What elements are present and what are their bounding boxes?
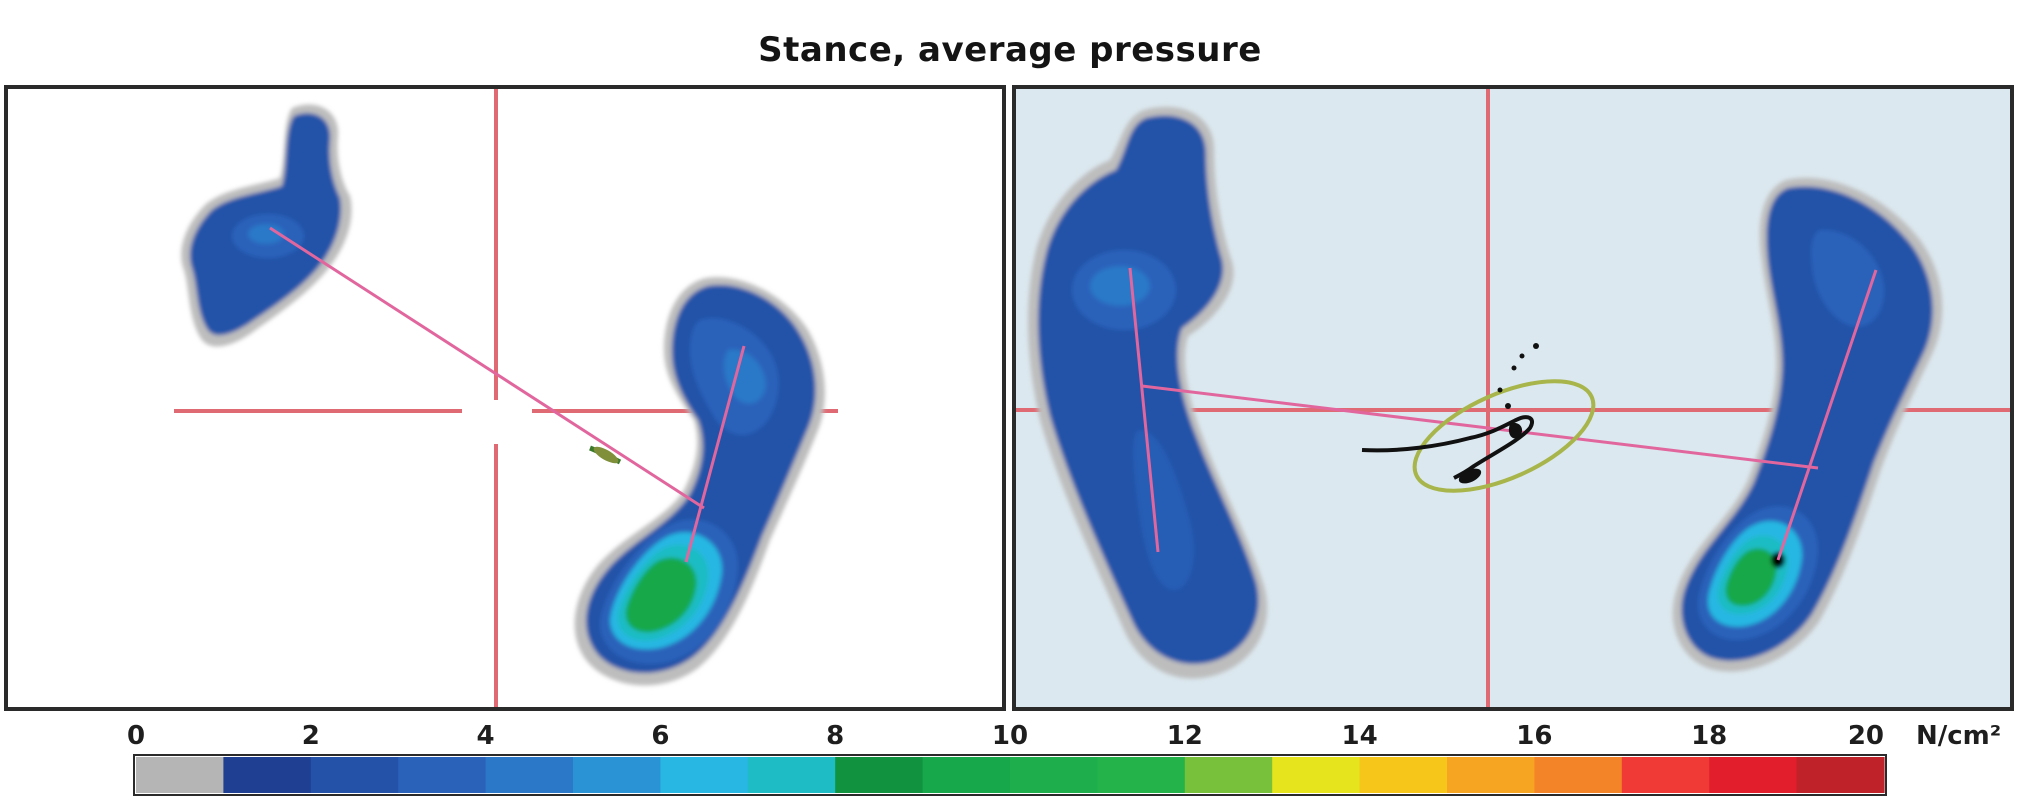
colorbar-cell	[573, 757, 661, 793]
colorbar-cell	[747, 757, 836, 793]
colorbar-cell	[660, 757, 749, 793]
left-foot-axes	[269, 226, 746, 563]
colorbar-cell	[1010, 757, 1098, 793]
colorbar-cell	[398, 757, 487, 793]
colorbar-cell	[922, 757, 1011, 793]
colorbar-tick-label: 2	[302, 721, 320, 751]
right-panel-left-foot-print	[1028, 106, 1268, 679]
colorbar-cell	[136, 757, 224, 793]
colorbar-tick-label: 14	[1342, 721, 1378, 751]
colorbar-tick-label: 4	[477, 721, 495, 751]
colorbar-cell	[223, 757, 312, 793]
colorbar-cell	[835, 757, 924, 793]
colorbar-cell	[1796, 757, 1885, 793]
colorbar-tick-label: 18	[1691, 721, 1727, 751]
colorbar-cell	[1184, 757, 1273, 793]
left-panel-background	[4, 85, 1006, 711]
colorbar-tick-label: 0	[127, 721, 145, 751]
colorbar-cell	[1534, 757, 1623, 793]
colorbar-tick-label: 12	[1167, 721, 1203, 751]
right-cop-trace	[1361, 343, 1596, 493]
chart-title: Stance, average pressure	[758, 30, 1262, 70]
colorbar-cell	[485, 757, 574, 793]
colorbar-cell	[1359, 757, 1448, 793]
colorbar-tick-label: 10	[992, 721, 1028, 751]
colorbar-cell	[1447, 757, 1535, 793]
right-panel-axes	[1128, 267, 1878, 561]
left-crosshair-gap	[468, 400, 524, 444]
colorbar-cell	[310, 757, 399, 793]
right-panel-right-foot-print	[1672, 177, 1943, 672]
colorbar-cell	[1097, 757, 1186, 793]
colorbar-tick-label: 8	[826, 721, 844, 751]
colorbar-tick-label: 16	[1516, 721, 1552, 751]
colorbar-cell	[1621, 757, 1710, 793]
left-cop-trace	[589, 445, 622, 465]
cop-confidence-ellipse	[1412, 379, 1596, 493]
left-foot-large-print	[574, 277, 825, 686]
colorbar-tick-label: 6	[651, 721, 669, 751]
colorbar-frame	[133, 754, 1887, 796]
left-panel	[4, 85, 1006, 711]
colorbar-cell	[1709, 757, 1798, 793]
colorbar-cell	[1272, 757, 1361, 793]
right-panel	[1012, 85, 2014, 711]
left-foot-small-print	[181, 104, 352, 347]
colorbar: 0 2 4 6 8 10 12 14 16 18 20 N/cm²	[127, 721, 2001, 796]
colorbar-unit-label: N/cm²	[1916, 721, 2001, 751]
colorbar-tick-label: 20	[1848, 721, 1884, 751]
